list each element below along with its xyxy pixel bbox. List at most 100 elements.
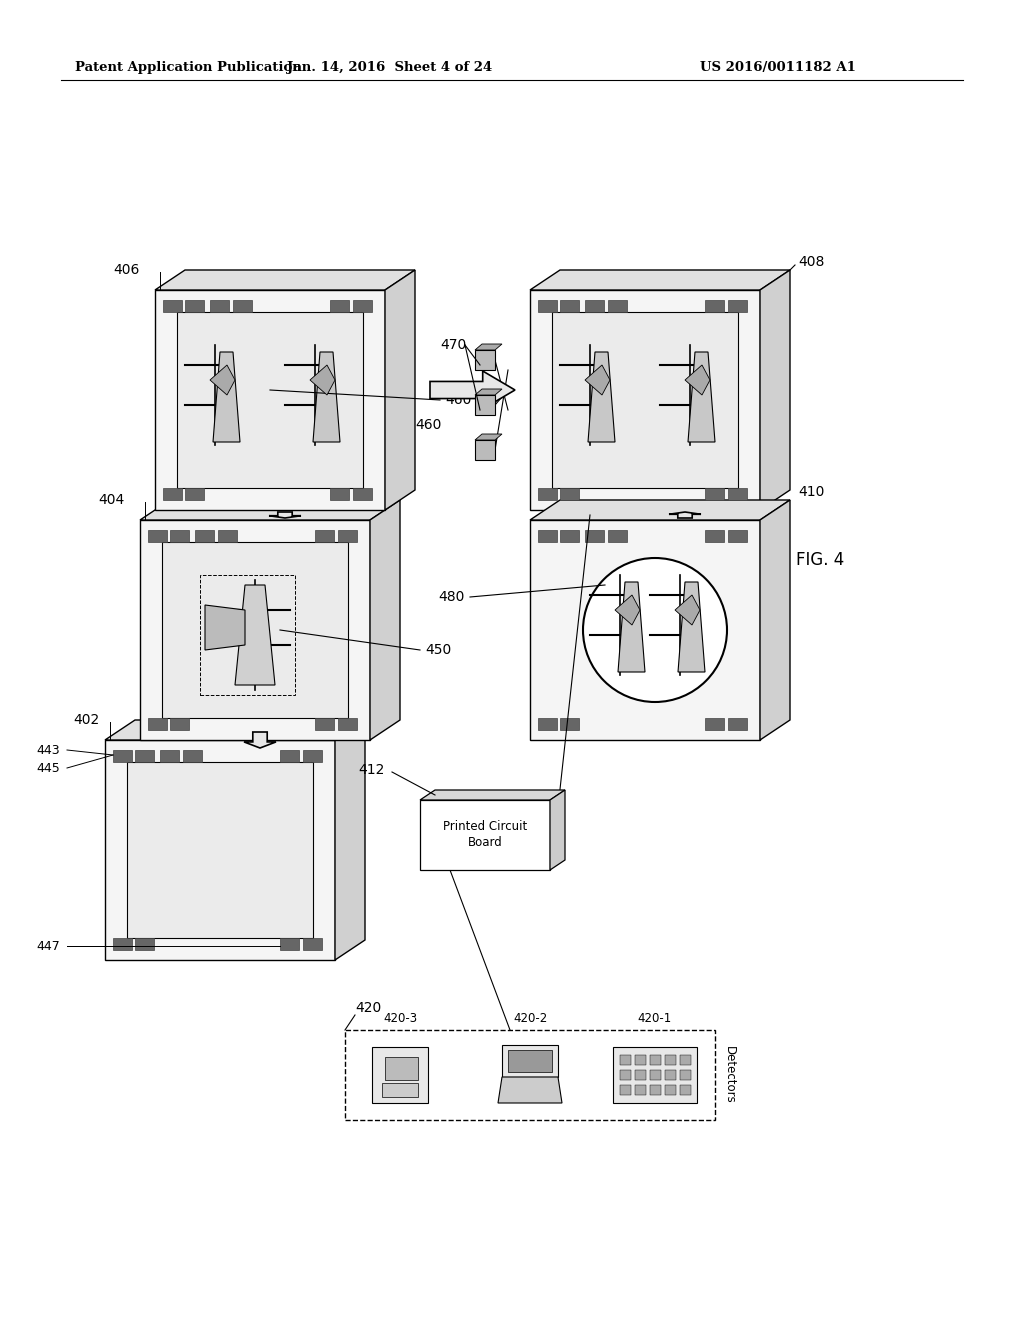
Polygon shape — [475, 345, 502, 350]
Polygon shape — [669, 512, 701, 517]
Polygon shape — [280, 750, 299, 762]
Text: 408: 408 — [798, 255, 824, 269]
Polygon shape — [233, 300, 252, 312]
Polygon shape — [635, 1071, 646, 1080]
Polygon shape — [650, 1085, 662, 1096]
Polygon shape — [665, 1055, 676, 1065]
Text: 420-1: 420-1 — [638, 1012, 672, 1026]
Polygon shape — [353, 488, 372, 500]
Polygon shape — [760, 271, 790, 510]
Polygon shape — [635, 1085, 646, 1096]
Text: 420: 420 — [355, 1001, 381, 1015]
Polygon shape — [475, 350, 495, 370]
Text: Board: Board — [468, 837, 503, 850]
Polygon shape — [330, 488, 349, 500]
Polygon shape — [420, 789, 565, 800]
Text: 460: 460 — [445, 393, 471, 407]
Polygon shape — [585, 300, 604, 312]
Polygon shape — [420, 800, 550, 870]
Polygon shape — [650, 1071, 662, 1080]
Text: 412: 412 — [358, 763, 385, 777]
Text: 480: 480 — [438, 590, 465, 605]
Polygon shape — [177, 312, 362, 488]
Polygon shape — [728, 531, 746, 543]
Polygon shape — [560, 531, 579, 543]
Text: 402: 402 — [74, 713, 100, 727]
Polygon shape — [705, 300, 724, 312]
Polygon shape — [310, 366, 335, 395]
Polygon shape — [538, 531, 557, 543]
Polygon shape — [140, 520, 370, 741]
Polygon shape — [560, 300, 579, 312]
Polygon shape — [688, 352, 715, 442]
Polygon shape — [269, 512, 301, 517]
Polygon shape — [234, 585, 275, 685]
Polygon shape — [685, 366, 710, 395]
Text: Printed Circuit: Printed Circuit — [442, 821, 527, 833]
Text: 470: 470 — [440, 338, 466, 352]
Text: Jan. 14, 2016  Sheet 4 of 24: Jan. 14, 2016 Sheet 4 of 24 — [288, 62, 493, 74]
Polygon shape — [705, 718, 724, 730]
Polygon shape — [105, 741, 335, 960]
Polygon shape — [615, 595, 640, 624]
Polygon shape — [205, 605, 245, 649]
Polygon shape — [620, 1055, 631, 1065]
Polygon shape — [353, 300, 372, 312]
Polygon shape — [728, 300, 746, 312]
Polygon shape — [385, 271, 415, 510]
Polygon shape — [705, 488, 724, 500]
Polygon shape — [650, 1055, 662, 1065]
Text: FIG. 4: FIG. 4 — [796, 550, 844, 569]
Polygon shape — [338, 531, 357, 543]
Polygon shape — [183, 750, 202, 762]
Polygon shape — [303, 939, 322, 950]
Polygon shape — [170, 718, 189, 730]
Polygon shape — [244, 733, 276, 748]
Text: 406: 406 — [114, 263, 140, 277]
Text: 450: 450 — [425, 643, 452, 657]
Text: 404: 404 — [98, 492, 125, 507]
Text: 443: 443 — [37, 743, 60, 756]
Polygon shape — [210, 366, 234, 395]
Polygon shape — [148, 531, 167, 543]
Text: 447: 447 — [36, 940, 60, 953]
Text: 420-3: 420-3 — [383, 1012, 417, 1026]
Polygon shape — [585, 531, 604, 543]
Polygon shape — [105, 719, 365, 741]
Polygon shape — [530, 500, 790, 520]
Polygon shape — [680, 1085, 691, 1096]
Polygon shape — [635, 1055, 646, 1065]
Polygon shape — [185, 488, 204, 500]
Text: 460: 460 — [415, 417, 441, 432]
Polygon shape — [155, 290, 385, 510]
Polygon shape — [303, 750, 322, 762]
Polygon shape — [370, 500, 400, 741]
Polygon shape — [530, 290, 760, 510]
Polygon shape — [430, 371, 515, 409]
Text: 410: 410 — [798, 484, 824, 499]
Polygon shape — [170, 531, 189, 543]
Polygon shape — [613, 1047, 697, 1104]
Polygon shape — [372, 1047, 428, 1104]
Polygon shape — [135, 939, 154, 950]
Polygon shape — [163, 488, 182, 500]
Polygon shape — [620, 1071, 631, 1080]
Polygon shape — [213, 352, 240, 442]
Polygon shape — [195, 531, 214, 543]
Polygon shape — [135, 750, 154, 762]
Polygon shape — [680, 1055, 691, 1065]
Polygon shape — [498, 1077, 562, 1104]
Polygon shape — [315, 531, 334, 543]
Polygon shape — [530, 271, 790, 290]
Polygon shape — [335, 719, 365, 960]
Polygon shape — [218, 531, 237, 543]
Polygon shape — [508, 1049, 552, 1072]
Polygon shape — [113, 750, 132, 762]
Polygon shape — [680, 1071, 691, 1080]
Polygon shape — [665, 1085, 676, 1096]
Polygon shape — [665, 1071, 676, 1080]
Polygon shape — [552, 312, 738, 488]
Polygon shape — [127, 762, 313, 939]
Polygon shape — [538, 718, 557, 730]
Polygon shape — [760, 500, 790, 741]
